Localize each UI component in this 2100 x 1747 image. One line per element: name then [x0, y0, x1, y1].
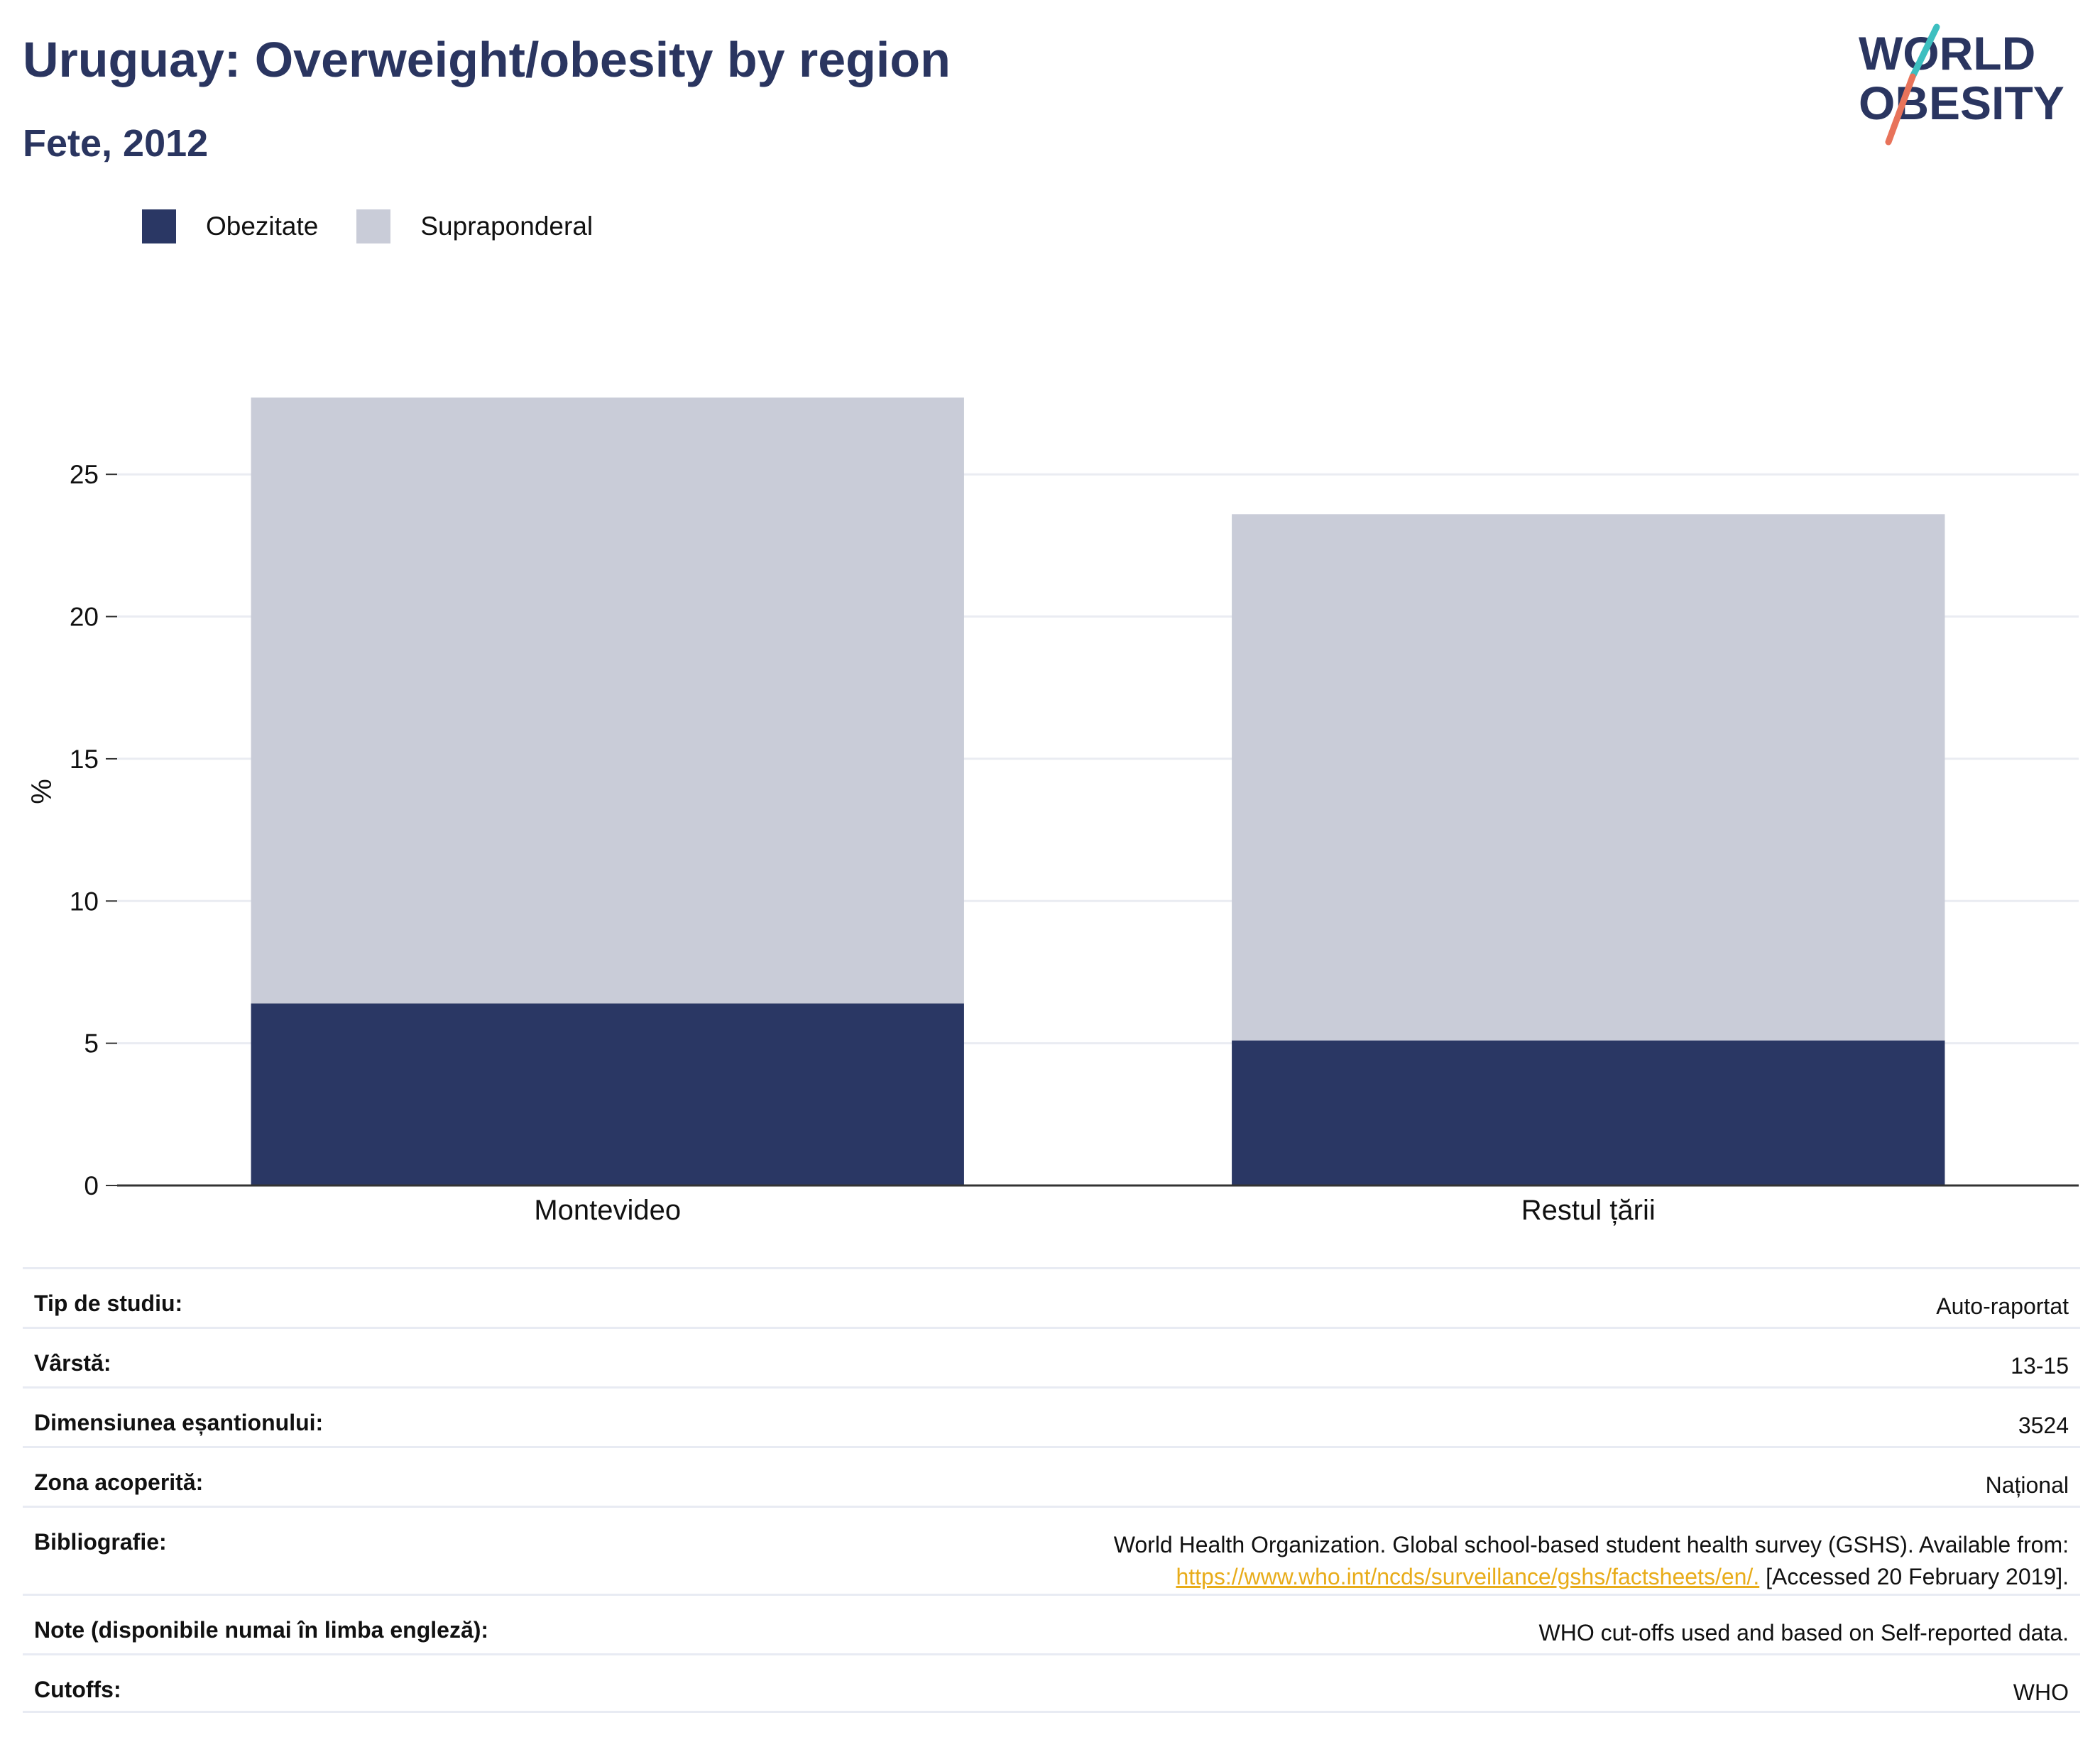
y-axis-title: % — [26, 779, 58, 804]
y-axis-ticks: 0 5 10 15 20 25 — [70, 460, 117, 1200]
logo-slash-coral — [1885, 73, 1916, 146]
meta-row-sample-size: Dimensiunea eșantionului: 3524 — [23, 1386, 2080, 1446]
bibliography-text: World Health Organization. Global school… — [1113, 1532, 2069, 1557]
meta-value-notes: WHO cut-offs used and based on Self-repo… — [1538, 1620, 2069, 1645]
meta-label-sample-size: Dimensiunea eșantionului: — [34, 1410, 324, 1435]
bar-supraponderal-restul-tarii[interactable] — [1232, 514, 1945, 1041]
meta-value-study-type: Auto-raportat — [1936, 1293, 2069, 1319]
meta-value-cutoffs: WHO — [2013, 1680, 2069, 1705]
chart-legend: Obezitate Supraponderal — [142, 209, 631, 243]
meta-row-bibliography: Bibliografie: World Health Organization.… — [23, 1506, 2080, 1594]
legend-item-obesity[interactable]: Obezitate — [142, 209, 318, 243]
logo-word-obesity: OBESITY — [1859, 77, 2065, 129]
meta-value-age: 13-15 — [2011, 1353, 2069, 1379]
meta-row-study-type: Tip de studiu: Auto-raportat — [23, 1267, 2080, 1327]
meta-label-age: Vârstă: — [34, 1350, 111, 1376]
meta-value-sample-size: 3524 — [2018, 1413, 2069, 1438]
y-tick-label: 20 — [70, 603, 99, 632]
bibliography-link[interactable]: https://www.who.int/ncds/surveillance/gs… — [1176, 1563, 1760, 1589]
meta-label-notes: Note (disponibile numai în limba engleză… — [34, 1617, 489, 1643]
stacked-bar-chart: 0 5 10 15 20 25 Montevideo Restul țării % — [26, 398, 2079, 1226]
meta-label-study-type: Tip de studiu: — [34, 1291, 183, 1316]
x-tick-label: Montevideo — [534, 1195, 681, 1226]
y-tick-label: 15 — [70, 745, 99, 774]
legend-item-overweight[interactable]: Supraponderal — [356, 209, 593, 243]
meta-label-coverage: Zona acoperită: — [34, 1469, 204, 1495]
meta-value-coverage: Național — [1985, 1472, 2069, 1498]
y-tick-label: 25 — [70, 460, 99, 489]
chart-subtitle: Fete, 2012 — [23, 122, 209, 165]
bar-obezitate-montevideo[interactable] — [251, 1003, 964, 1185]
bar-supraponderal-montevideo[interactable] — [251, 398, 964, 1004]
legend-label-overweight: Supraponderal — [420, 212, 594, 241]
y-tick-label: 5 — [84, 1029, 99, 1058]
legend-swatch-overweight — [356, 209, 391, 243]
y-tick-label: 0 — [84, 1171, 99, 1200]
logo-word-world: WORLD — [1859, 27, 2035, 80]
chart-title: Uruguay: Overweight/obesity by region — [23, 32, 951, 87]
meta-row-coverage: Zona acoperită: Național — [23, 1446, 2080, 1506]
y-tick-label: 10 — [70, 887, 99, 916]
x-tick-label: Restul țării — [1521, 1195, 1656, 1226]
meta-label-cutoffs: Cutoffs: — [34, 1677, 121, 1702]
meta-label-bibliography: Bibliografie: — [34, 1529, 167, 1555]
meta-row-cutoffs: Cutoffs: WHO — [23, 1653, 2080, 1713]
bibliography-accessed: [Accessed 20 February 2019]. — [1766, 1563, 2069, 1589]
world-obesity-logo: WORLD OBESITY — [1859, 23, 2065, 146]
bars — [251, 398, 1945, 1185]
meta-value-bibliography: World Health Organization. Global school… — [1114, 1529, 2069, 1593]
logo-slash-teal — [1909, 23, 1940, 80]
bar-obezitate-restul-tarii[interactable] — [1232, 1040, 1945, 1185]
legend-label-obesity: Obezitate — [206, 212, 319, 241]
study-metadata-table: Tip de studiu: Auto-raportat Vârstă: 13-… — [23, 1267, 2080, 1713]
meta-row-notes: Note (disponibile numai în limba engleză… — [23, 1594, 2080, 1653]
meta-row-age: Vârstă: 13-15 — [23, 1327, 2080, 1386]
x-axis-labels: Montevideo Restul țării — [534, 1195, 1655, 1226]
legend-swatch-obesity — [142, 209, 176, 243]
